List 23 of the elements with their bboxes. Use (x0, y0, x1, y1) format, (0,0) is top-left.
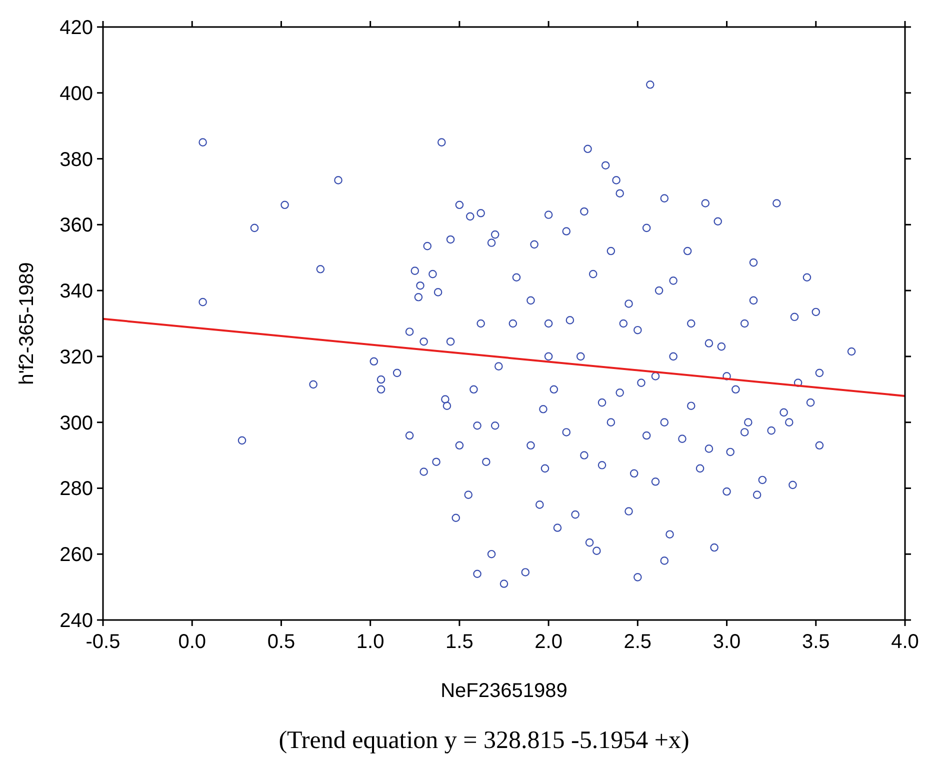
y-tick-label: 300 (60, 412, 93, 434)
y-tick-label: 360 (60, 214, 93, 237)
y-tick-label: 260 (60, 544, 93, 566)
y-tick-label: 240 (60, 610, 93, 632)
x-tick-label: 2.0 (534, 631, 562, 653)
x-tick-label: 0.5 (267, 631, 296, 653)
x-tick-label: 3.5 (802, 631, 830, 653)
y-axis-title: h'f2-365-1989 (16, 262, 38, 385)
x-tick-label: 2.5 (624, 631, 652, 653)
x-tick-label: 4.0 (891, 631, 919, 653)
x-tick-label: 1.5 (446, 631, 474, 653)
x-tick-label: 1.0 (356, 631, 384, 653)
x-tick-label: 3.0 (712, 631, 741, 653)
y-tick-label: 400 (60, 82, 93, 105)
x-axis-title: NeF23651989 (440, 680, 568, 702)
y-tick-label: 340 (60, 280, 93, 303)
x-tick-label: -0.5 (86, 631, 120, 653)
text: (Trend equation y = 328.815 -5.1954 +x) (278, 727, 690, 754)
x-tick-label: 0.0 (178, 631, 206, 653)
y-tick-label: 320 (60, 346, 93, 368)
y-tick-label: 280 (60, 478, 93, 500)
y-tick-label: 380 (60, 148, 93, 171)
y-tick-label: 420 (60, 17, 93, 39)
